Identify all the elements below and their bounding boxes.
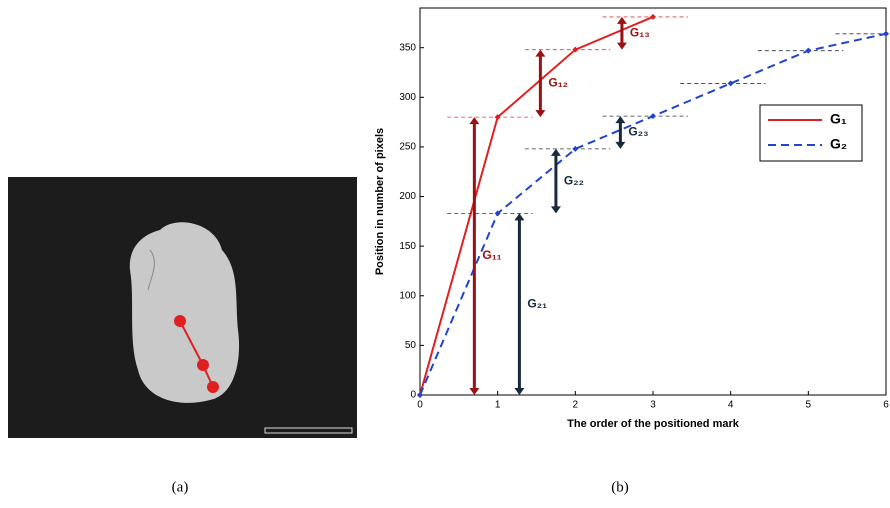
series-line [419,32,887,396]
y-tick-label: 250 [399,142,416,153]
x-tick-label: 1 [495,400,501,411]
y-axis-label: Position in number of pixels [374,128,386,275]
x-tick-label: 3 [650,400,656,411]
marker [727,80,734,87]
x-tick-label: 0 [417,400,423,411]
annotation-label: G₁₂ [548,76,568,90]
arrow-head [615,116,626,124]
marker [805,47,812,54]
annotation-label: G₂₁ [527,296,547,310]
arrow-head [615,141,626,149]
y-tick-label: 200 [399,191,416,202]
arrow-head [550,206,561,214]
marker [572,46,579,53]
x-tick-label: 2 [573,400,579,411]
marker [650,13,656,20]
marker [883,30,889,37]
arrow-head [514,213,525,221]
caption: (b) [611,479,629,495]
annotation-label: G₁₃ [630,25,650,39]
arrow-head [616,16,627,24]
y-tick-label: 100 [399,290,416,301]
annotation-label: G₂₃ [628,125,648,139]
arrow-head [514,388,525,395]
arrow-head [535,49,546,57]
arrow-head [550,148,561,156]
photo [8,177,357,438]
legend-box [759,104,863,162]
x-tick-label: 6 [883,400,889,411]
arrow-head [469,388,480,395]
series-line [419,16,654,396]
arrow-head [616,42,627,50]
marker [572,145,579,152]
marker [650,113,656,120]
legend-label: G₁ [830,111,847,127]
caption: (a) [172,479,189,495]
y-tick-label: 50 [405,340,417,351]
x-tick-label: 5 [806,400,812,411]
marker [494,114,501,121]
annotation-label: G₁₁ [482,248,501,262]
annotation-label: G₂₂ [564,173,584,187]
y-tick-label: 150 [399,241,416,252]
x-tick-label: 4 [728,400,734,411]
arrow-head [535,110,546,118]
arrow-head [469,117,480,125]
legend-label: G₂ [830,136,847,152]
plot: 0 1 2 3 4 5 6 0 50 100 150 200 250 300 350 The order of… [374,7,890,430]
x-axis-label: The order of the positioned mark [567,418,740,430]
y-tick-label: 350 [399,42,416,53]
y-tick-label: 300 [399,92,416,103]
plot-frame [419,7,887,396]
y-tick-label: 0 [410,390,416,401]
marker [417,392,423,398]
marker [494,210,501,217]
